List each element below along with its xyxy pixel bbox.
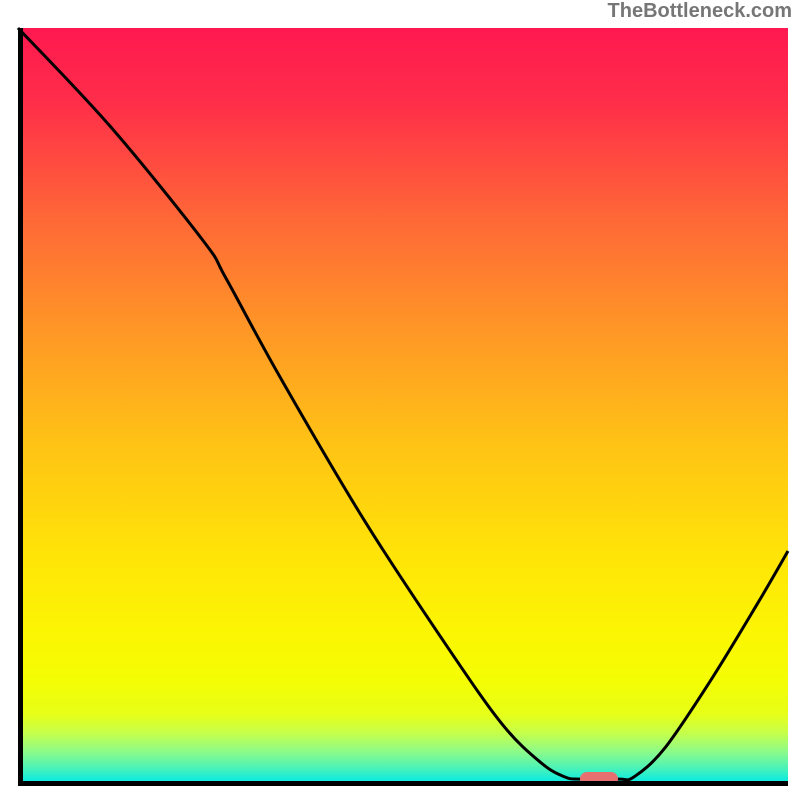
plot-area: [18, 28, 788, 786]
curve-line: [18, 28, 788, 786]
attribution-text: TheBottleneck.com: [608, 0, 792, 23]
x-axis: [18, 781, 788, 786]
chart-container: TheBottleneck.com: [0, 0, 800, 800]
bottleneck-curve-path: [18, 28, 788, 780]
y-axis: [18, 28, 23, 786]
